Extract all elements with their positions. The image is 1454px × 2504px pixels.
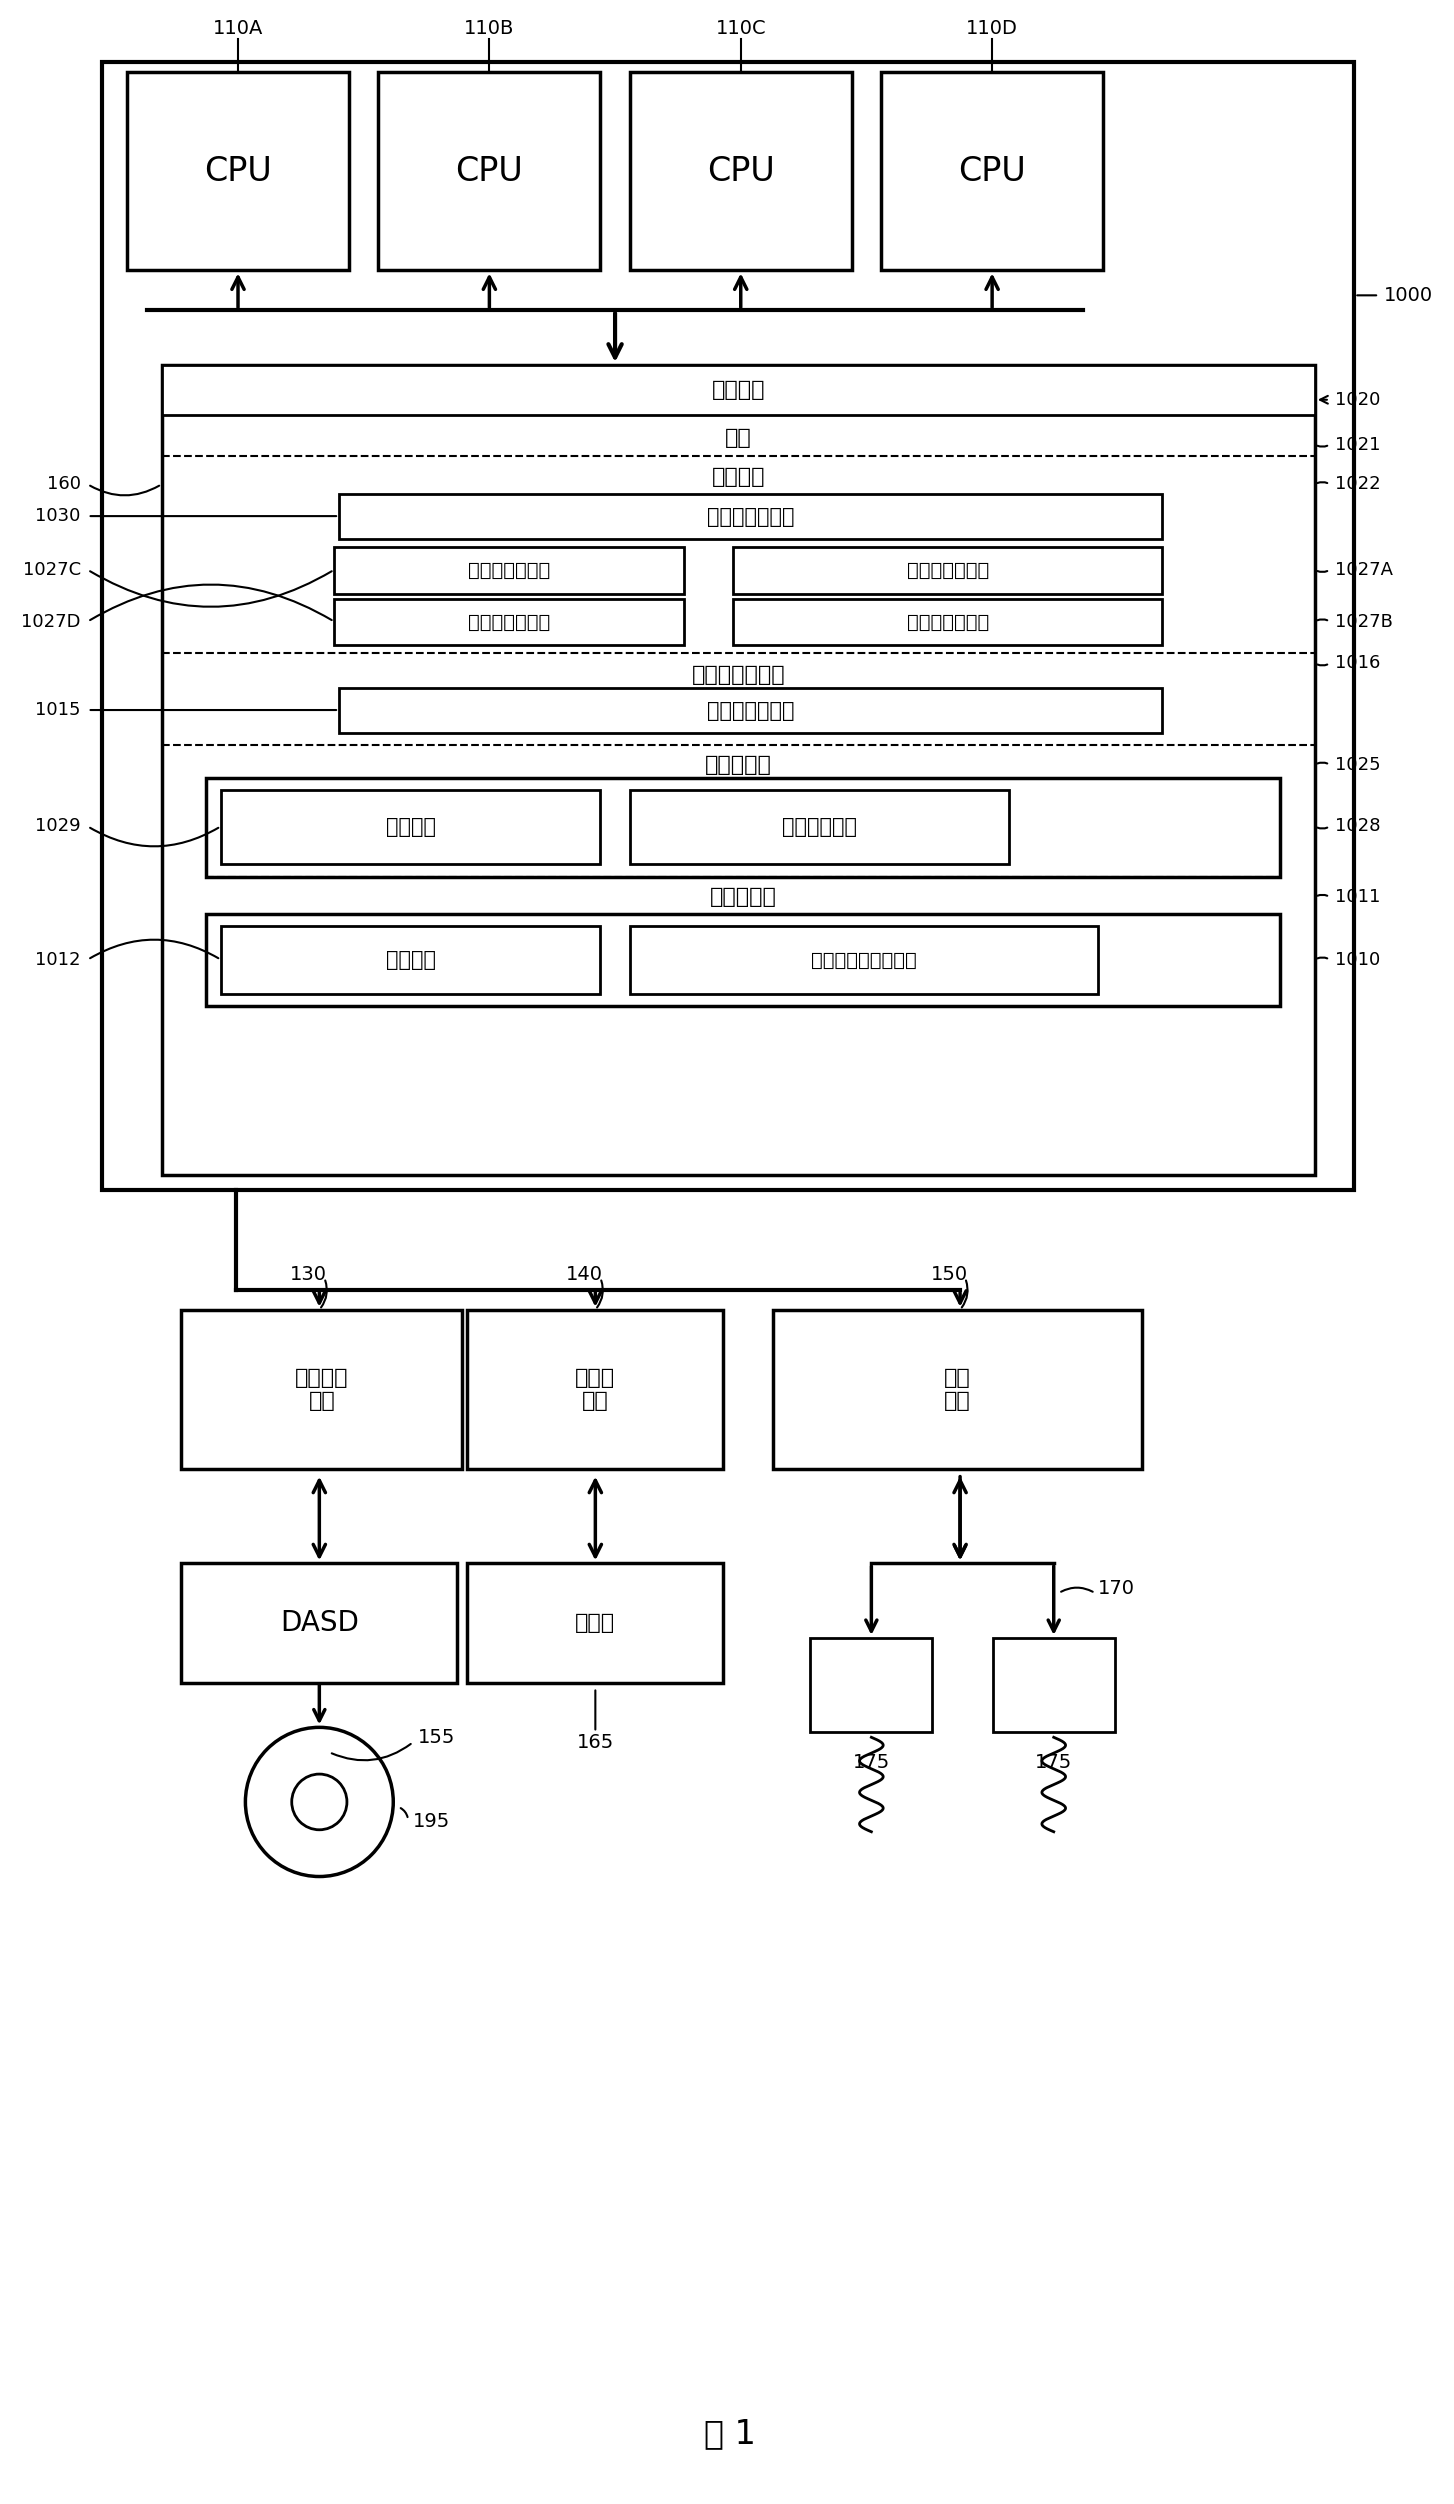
Text: 195: 195 <box>413 1813 451 1830</box>
Bar <box>881 73 1104 270</box>
Text: 1010: 1010 <box>1335 952 1380 969</box>
Text: 160: 160 <box>47 476 81 493</box>
Text: CPU: CPU <box>455 155 523 188</box>
Text: 程序特征集合: 程序特征集合 <box>782 816 856 836</box>
Text: 图 1: 图 1 <box>704 2416 756 2449</box>
Text: 可执行程序: 可执行程序 <box>705 754 772 774</box>
Bar <box>733 598 1162 646</box>
Bar <box>182 1310 462 1470</box>
Text: DASD: DASD <box>281 1610 359 1638</box>
Text: 110C: 110C <box>715 20 766 38</box>
Text: 1021: 1021 <box>1335 436 1380 453</box>
Text: 处理器特征集合: 处理器特征集合 <box>907 613 989 631</box>
Bar <box>467 1310 724 1470</box>
Bar <box>993 1638 1115 1733</box>
Bar <box>182 1562 458 1683</box>
Text: 处理器特征集合: 处理器特征集合 <box>468 561 550 581</box>
Text: 显示器
接口: 显示器 接口 <box>576 1367 615 1410</box>
Bar <box>339 493 1162 538</box>
Bar <box>630 73 852 270</box>
Text: 175: 175 <box>1035 1753 1073 1773</box>
Text: 1016: 1016 <box>1335 654 1380 671</box>
Text: 机器代码: 机器代码 <box>385 949 436 969</box>
Text: 1011: 1011 <box>1335 889 1380 906</box>
Text: 1000: 1000 <box>1384 285 1434 305</box>
Text: 155: 155 <box>417 1728 455 1748</box>
Text: 机器代码: 机器代码 <box>385 816 436 836</box>
Bar <box>102 63 1354 1189</box>
Bar <box>630 789 1009 864</box>
Bar <box>733 546 1162 593</box>
Text: 1020: 1020 <box>1335 391 1380 408</box>
Bar <box>334 546 683 593</box>
Text: 1027A: 1027A <box>1335 561 1393 578</box>
Bar <box>378 73 601 270</box>
Text: 140: 140 <box>566 1265 603 1285</box>
Text: 110A: 110A <box>212 20 263 38</box>
Text: 主存储器: 主存储器 <box>711 381 765 401</box>
Text: 150: 150 <box>931 1265 967 1285</box>
Text: 进程（或线程）: 进程（或线程） <box>692 666 785 686</box>
Text: 110B: 110B <box>464 20 515 38</box>
Bar <box>334 598 683 646</box>
Bar <box>126 73 349 270</box>
Text: 165: 165 <box>577 1733 614 1753</box>
Bar <box>161 366 1314 1174</box>
Bar <box>339 689 1162 734</box>
Text: 处理器特征集合: 处理器特征集合 <box>468 613 550 631</box>
Text: 130: 130 <box>289 1265 327 1285</box>
Text: 1012: 1012 <box>35 952 81 969</box>
Text: 175: 175 <box>852 1753 890 1773</box>
Text: 显示器: 显示器 <box>576 1613 615 1633</box>
Text: 1025: 1025 <box>1335 756 1380 774</box>
Bar <box>206 914 1281 1007</box>
Bar <box>161 366 1314 416</box>
Text: 系统任务分派器: 系统任务分派器 <box>707 506 794 526</box>
Bar <box>772 1310 1143 1470</box>
Text: CPU: CPU <box>204 155 272 188</box>
Text: 操作系统: 操作系统 <box>711 468 765 488</box>
Text: 处理器特征集合: 处理器特征集合 <box>907 561 989 581</box>
Text: 1028: 1028 <box>1335 816 1380 836</box>
Bar <box>221 789 601 864</box>
Text: CPU: CPU <box>958 155 1027 188</box>
Text: 动态链接库特征集合: 动态链接库特征集合 <box>811 952 917 969</box>
Text: 1022: 1022 <box>1335 476 1380 493</box>
Text: 1027D: 1027D <box>22 613 81 631</box>
Text: 数据: 数据 <box>726 428 752 448</box>
Text: 动态链接库: 动态链接库 <box>710 886 776 906</box>
Bar <box>467 1562 724 1683</box>
Text: CPU: CPU <box>707 155 775 188</box>
Text: 1029: 1029 <box>35 816 81 836</box>
Bar <box>221 926 601 994</box>
Text: 1015: 1015 <box>35 701 81 719</box>
Bar <box>630 926 1098 994</box>
Text: 170: 170 <box>1098 1578 1136 1598</box>
Text: 海量存储
接口: 海量存储 接口 <box>295 1367 349 1410</box>
Bar <box>810 1638 932 1733</box>
Text: 运行时特征集合: 运行时特征集合 <box>707 701 794 721</box>
Bar <box>206 779 1281 876</box>
Text: 110D: 110D <box>967 20 1018 38</box>
Text: 网络
接口: 网络 接口 <box>944 1367 971 1410</box>
Text: 1030: 1030 <box>35 508 81 526</box>
Text: 1027C: 1027C <box>23 561 81 578</box>
Text: 1027B: 1027B <box>1335 613 1393 631</box>
